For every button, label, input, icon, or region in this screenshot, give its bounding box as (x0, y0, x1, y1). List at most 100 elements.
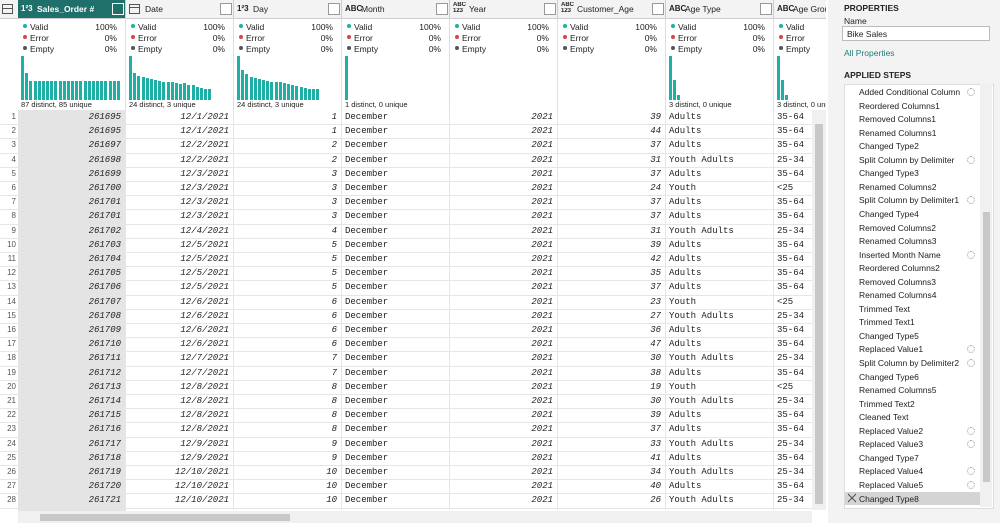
cell: December (345, 325, 389, 335)
filter-dropdown[interactable] (220, 3, 232, 15)
applied-step[interactable]: Replaced Value4 (845, 464, 980, 477)
steps-scroll-thumb[interactable] (983, 212, 990, 482)
applied-step[interactable]: Changed Type3 (845, 166, 980, 179)
column-divider (665, 110, 666, 510)
step-settings-gear[interactable] (967, 345, 975, 354)
step-settings-gear[interactable] (967, 196, 975, 205)
column-header[interactable]: ABC Age Type (666, 0, 774, 18)
column-header[interactable]: ABC Month (342, 0, 450, 18)
row-line (0, 365, 812, 367)
step-label: Changed Type6 (859, 371, 919, 382)
column-header[interactable]: Date (126, 0, 234, 18)
step-settings-gear[interactable] (967, 426, 975, 435)
filter-dropdown[interactable] (652, 3, 664, 15)
column-header[interactable]: 1²3 Sales_Order # (18, 0, 126, 18)
cell: 2021 (531, 495, 553, 506)
cell: 2021 (531, 154, 553, 165)
cell: 261705 (88, 268, 121, 279)
histogram-bar (133, 72, 137, 100)
histogram-bar (274, 82, 278, 100)
applied-step[interactable]: Removed Columns1 (845, 112, 980, 125)
applied-step[interactable]: Split Column by Delimiter1 (845, 193, 980, 206)
applied-step[interactable]: Changed Type6 (845, 370, 980, 383)
applied-step[interactable]: Changed Type2 (845, 139, 980, 152)
applied-step[interactable]: Renamed Columns2 (845, 180, 980, 193)
step-settings-gear[interactable] (967, 359, 975, 367)
section-title: PROPERTIES (844, 3, 899, 13)
applied-step[interactable]: Changed Type5 (845, 329, 980, 342)
applied-step[interactable]: Removed Columns3 (845, 275, 980, 288)
filter-dropdown[interactable] (760, 3, 772, 15)
row-line (0, 223, 812, 225)
vertical-scroll-thumb[interactable] (815, 124, 823, 504)
applied-step[interactable]: Trimmed Text1 (845, 315, 980, 328)
cell: Adults (669, 410, 702, 421)
quality-label: Empty (570, 44, 595, 54)
applied-step[interactable]: Changed Type7 (845, 451, 980, 464)
histogram-bar (33, 80, 37, 100)
row-number: 21 (7, 396, 16, 405)
filter-dropdown[interactable] (328, 3, 340, 15)
applied-step[interactable]: Trimmed Text2 (845, 397, 980, 410)
all-properties-link[interactable]: All Properties (844, 48, 895, 58)
cell: 12/6/2021 (180, 310, 229, 321)
step-settings-gear[interactable] (967, 467, 975, 476)
step-settings-gear[interactable] (967, 88, 975, 96)
cell: Youth Adults (669, 467, 734, 477)
column-header[interactable]: 1²3 Day (234, 0, 342, 18)
row-number: 4 (11, 154, 16, 164)
histogram-bar (777, 56, 781, 100)
cell: 2 (331, 140, 337, 151)
column-header[interactable]: ABC 123 Year (450, 0, 558, 18)
cell: 44 (650, 126, 661, 137)
cell: Youth Adults (669, 396, 734, 406)
histogram-bar (41, 80, 45, 100)
step-settings-gear[interactable] (967, 250, 975, 259)
cell: December (345, 154, 389, 165)
name-input[interactable]: Bike Sales (842, 26, 990, 41)
step-label: Cleaned Text (859, 412, 909, 423)
applied-step[interactable]: Trimmed Text (845, 302, 980, 315)
filter-dropdown[interactable] (544, 3, 556, 15)
applied-step[interactable]: Removed Columns2 (845, 221, 980, 234)
horizontal-scroll-thumb[interactable] (40, 514, 290, 521)
cell: 4 (331, 225, 337, 236)
applied-step[interactable]: Renamed Columns1 (845, 126, 980, 139)
applied-step[interactable]: Reordered Columns2 (845, 261, 980, 274)
cell: 10 (326, 467, 337, 477)
applied-step[interactable]: Replaced Value5 (845, 478, 980, 491)
applied-step[interactable]: Inserted Month Name (845, 248, 980, 261)
applied-step[interactable]: Reordered Columns1 (845, 99, 980, 112)
applied-step[interactable]: Changed Type8 (845, 491, 980, 505)
applied-step[interactable]: Replaced Value2 (845, 424, 980, 437)
cell: 35-64 (777, 410, 805, 421)
cell: 261717 (88, 438, 121, 449)
applied-step[interactable]: Renamed Columns3 (845, 234, 980, 247)
cell: Youth (669, 296, 697, 307)
applied-step[interactable]: Replaced Value3 (845, 437, 980, 450)
cell: 35-64 (777, 197, 805, 208)
histogram-bar (204, 88, 208, 100)
quality-dot (779, 35, 783, 39)
applied-step[interactable]: Split Column by Delimiter (845, 153, 980, 166)
step-settings-gear[interactable] (967, 155, 975, 164)
applied-step[interactable]: Changed Type4 (845, 207, 980, 220)
applied-step[interactable]: Split Column by Delimiter2 (845, 356, 980, 369)
applied-step[interactable]: Cleaned Text (845, 410, 980, 423)
cell: 35 (650, 268, 661, 279)
table-menu-icon[interactable] (2, 4, 13, 14)
applied-step[interactable]: Replaced Value1 (845, 342, 980, 355)
step-settings-gear[interactable] (967, 440, 975, 449)
step-settings-gear[interactable] (967, 480, 975, 489)
applied-step[interactable]: Added Conditional Column (845, 85, 980, 98)
delete-step-icon[interactable] (848, 492, 856, 503)
cell: 1 (331, 112, 337, 122)
cell: Youth Adults (669, 225, 734, 236)
filter-dropdown[interactable] (436, 3, 448, 15)
cell: 261701 (88, 197, 121, 208)
applied-step[interactable]: Renamed Columns4 (845, 288, 980, 301)
filter-dropdown[interactable] (112, 3, 124, 15)
applied-step[interactable]: Renamed Columns5 (845, 383, 980, 396)
column-header[interactable]: ABC 123 Customer_Age (558, 0, 666, 18)
